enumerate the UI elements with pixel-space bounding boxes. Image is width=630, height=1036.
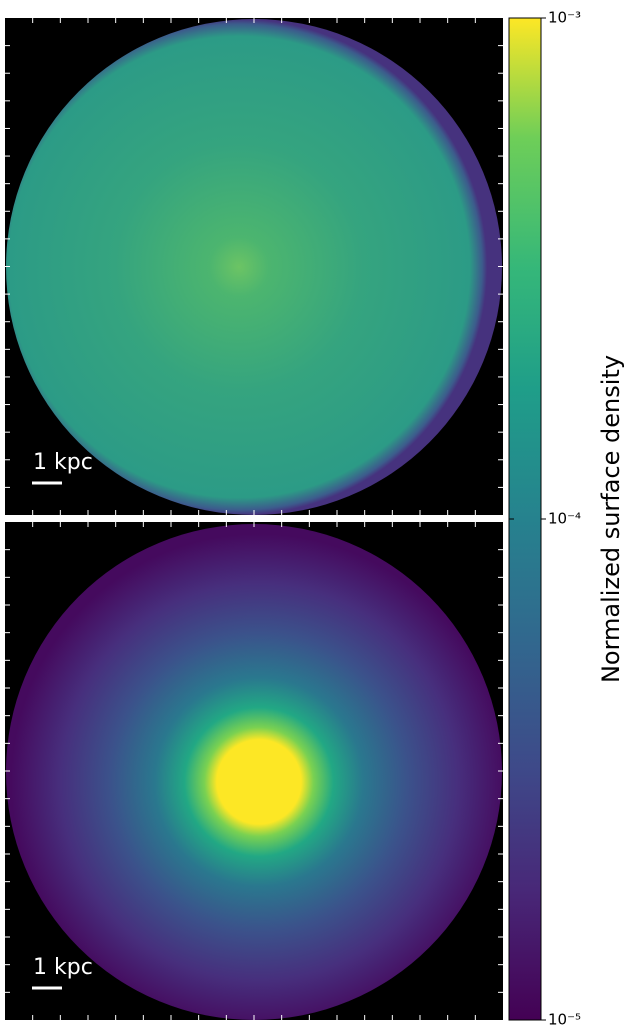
scale-label: 1 kpc (33, 955, 93, 980)
colorbar-tick-label: 10⁻⁵ (548, 1011, 581, 1029)
top-map (6, 19, 502, 515)
scale-label: 1 kpc (33, 450, 93, 475)
bottom-map (6, 524, 502, 1020)
colorbar-tick-label: 10⁻⁴ (548, 510, 581, 528)
colorbar-label: Normalized surface density (597, 355, 625, 683)
colorbar-tick-label: 10⁻³ (548, 9, 581, 27)
frame-ticks (5, 18, 503, 1020)
